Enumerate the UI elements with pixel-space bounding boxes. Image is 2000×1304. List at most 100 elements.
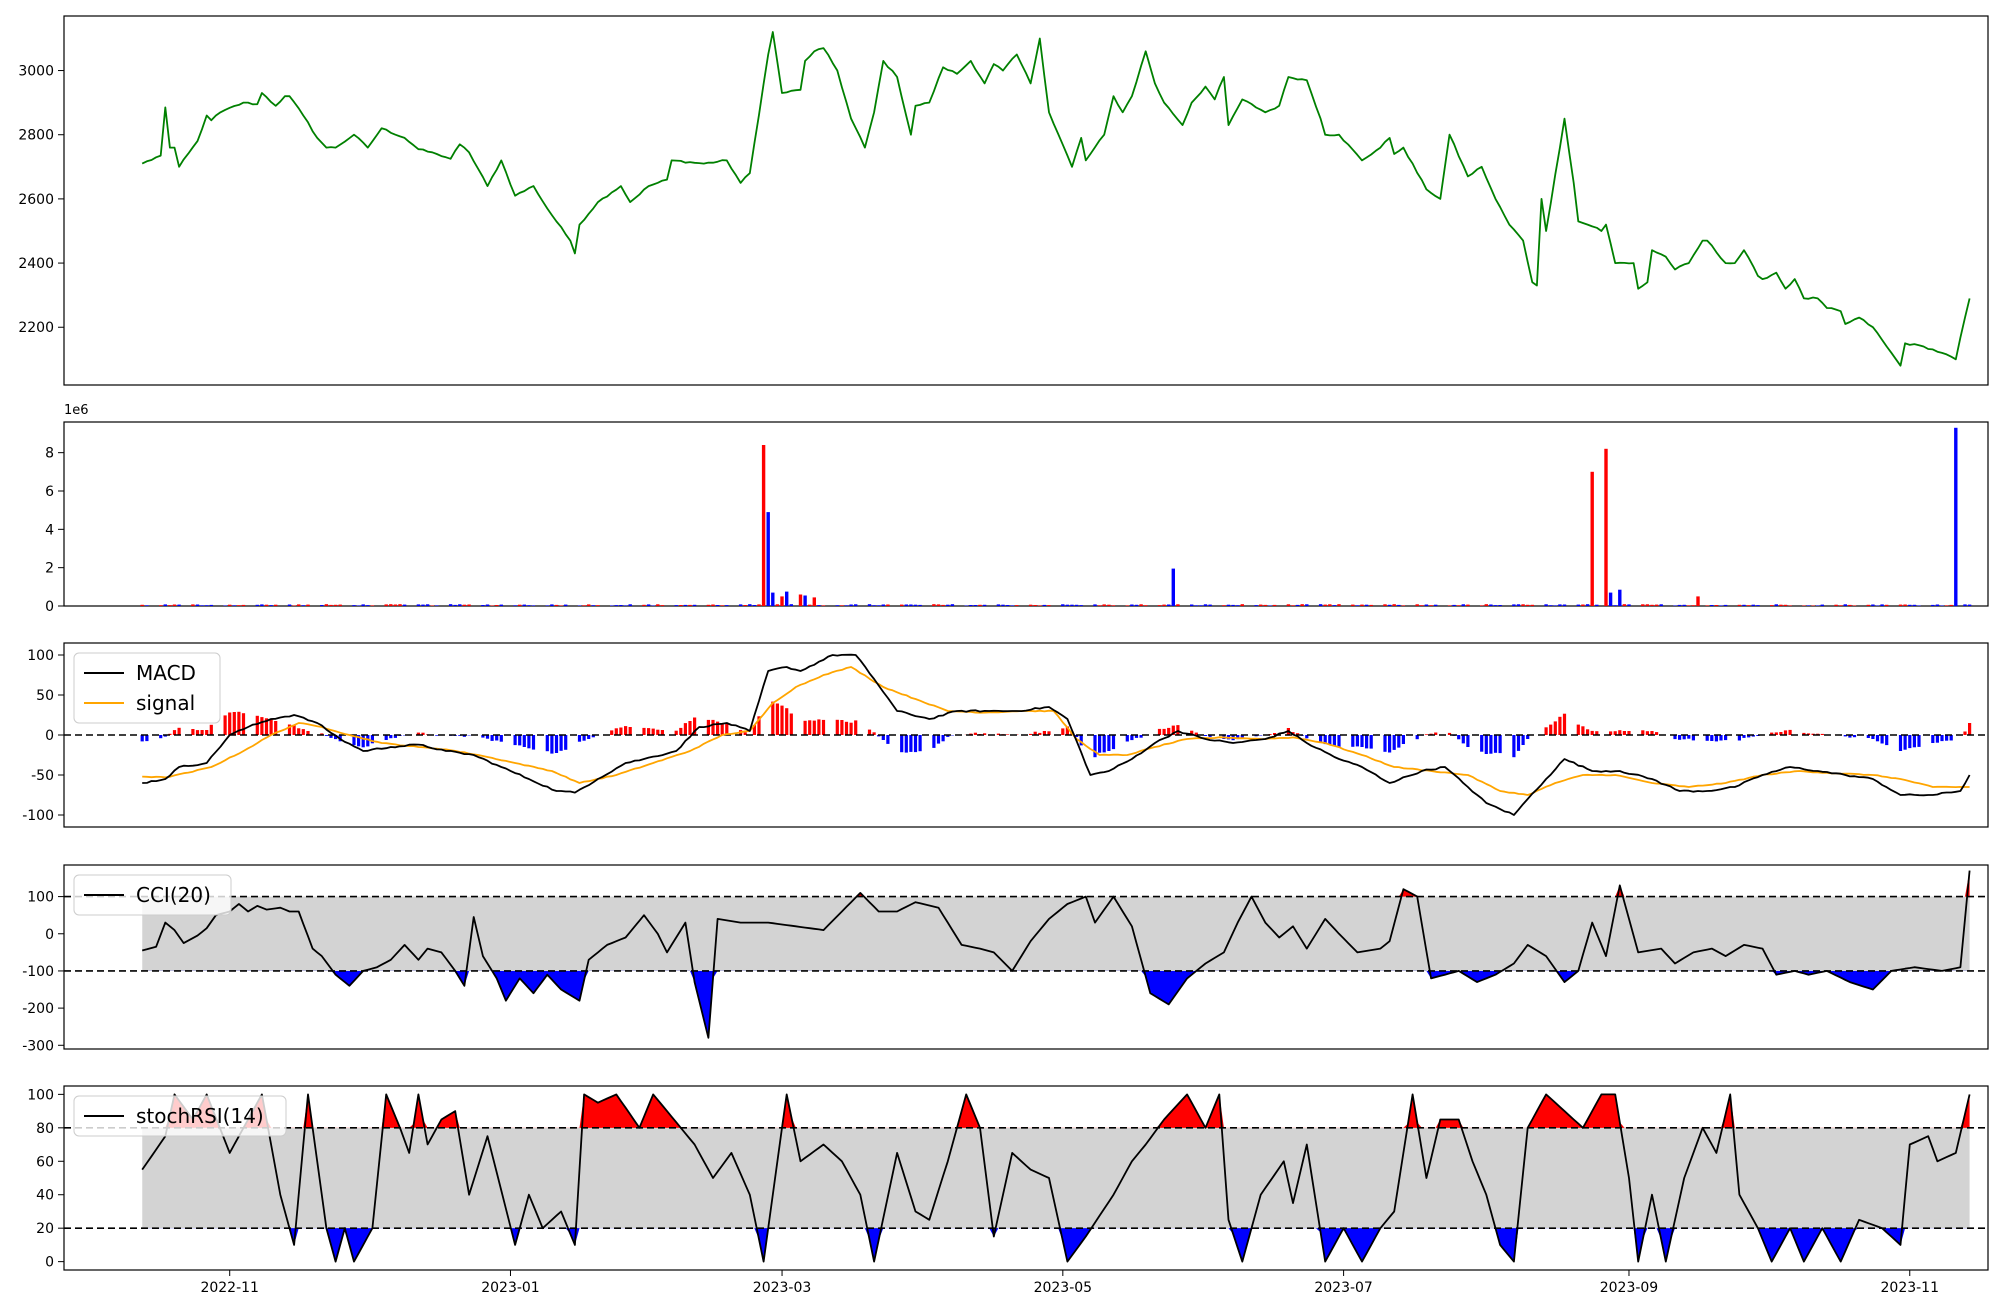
volume-bars	[141, 428, 1972, 606]
volume-bar	[1167, 605, 1170, 607]
macd-histogram-bar	[1397, 735, 1400, 748]
volume-bar	[803, 596, 806, 607]
volume-bar	[1595, 605, 1598, 606]
volume-bar	[1393, 604, 1396, 606]
volume-bar	[302, 605, 305, 606]
macd-histogram-bar	[578, 735, 581, 742]
volume-bar	[1236, 605, 1239, 606]
macd-y-tick-label: 100	[27, 648, 54, 664]
macd-histogram-bar	[1107, 735, 1110, 751]
volume-bar	[1448, 605, 1451, 606]
macd-histogram-bar	[1112, 735, 1115, 749]
x-tick-label: 2022-11	[200, 1280, 259, 1296]
volume-bar	[173, 605, 176, 607]
volume-bar	[675, 605, 678, 606]
volume-bar	[1075, 605, 1078, 606]
volume-bar	[1112, 605, 1115, 606]
macd-histogram-bar	[1963, 732, 1966, 736]
macd-histogram-bar	[1466, 735, 1469, 747]
volume-bar	[1287, 604, 1290, 606]
volume-bar	[1853, 606, 1856, 607]
macd-histogram-bar	[270, 719, 273, 735]
macd-histogram-bar	[325, 735, 328, 736]
volume-bar	[191, 604, 194, 606]
macd-histogram-bar	[647, 728, 650, 735]
macd-histogram-bar	[1655, 732, 1658, 735]
price-y-tick-label: 3000	[18, 64, 54, 80]
macd-histogram-bar	[1425, 734, 1428, 735]
volume-bar	[1844, 604, 1847, 606]
volume-bar	[1172, 569, 1175, 606]
volume-bar	[435, 605, 438, 606]
volume-bar	[624, 605, 627, 606]
macd-histogram-bar	[1522, 735, 1525, 745]
macd-histogram-bar	[145, 735, 148, 741]
stochrsi-legend-label: stochRSI(14)	[136, 1104, 264, 1128]
macd-histogram-bar	[1545, 727, 1548, 735]
macd-histogram-bar	[583, 735, 586, 741]
volume-bar	[1715, 605, 1718, 606]
macd-histogram-bar	[721, 724, 724, 735]
volume-bar	[1429, 605, 1432, 606]
volume-bar	[969, 605, 972, 606]
volume-bar	[748, 604, 751, 606]
volume-bar	[1954, 428, 1957, 606]
volume-bar	[1259, 605, 1262, 606]
volume-bar	[500, 605, 503, 606]
macd-histogram-bar	[1176, 725, 1179, 735]
macd-histogram-bar	[1499, 735, 1502, 753]
volume-bar	[205, 605, 208, 606]
macd-histogram-bar	[974, 733, 977, 735]
volume-bar	[458, 604, 461, 606]
volume-bar	[716, 605, 719, 606]
volume-bar	[1264, 605, 1267, 606]
volume-bar	[900, 605, 903, 606]
volume-bar	[564, 605, 567, 606]
volume-bar	[914, 605, 917, 606]
volume-bar	[1724, 605, 1727, 606]
macd-histogram-bar	[1333, 735, 1336, 746]
volume-bar	[882, 605, 885, 607]
volume-bar	[426, 604, 429, 606]
macd-histogram-bar	[1738, 735, 1741, 741]
volume-bar	[822, 605, 825, 606]
volume-bar	[610, 606, 613, 607]
price-y-tick-label: 2200	[18, 320, 54, 336]
macd-histogram-bar	[1480, 735, 1483, 752]
volume-bar	[647, 604, 650, 606]
volume-bar	[693, 605, 696, 606]
macd-histogram-bar	[1163, 729, 1166, 735]
macd-histogram-bar	[1706, 735, 1709, 741]
macd-histogram-bar	[868, 730, 871, 735]
macd-histogram-bar	[845, 722, 848, 735]
volume-bar	[394, 605, 397, 607]
volume-bar	[937, 604, 940, 606]
macd-histogram-bar	[1715, 735, 1718, 741]
volume-bar	[1222, 605, 1225, 606]
macd-histogram-bar	[850, 723, 853, 735]
volume-bar	[421, 605, 424, 606]
volume-bar	[1360, 605, 1363, 606]
macd-histogram-bar	[1554, 721, 1557, 735]
volume-bar	[1531, 605, 1534, 606]
volume-bar	[974, 605, 977, 606]
volume-bar	[1936, 605, 1939, 607]
volume-bar	[371, 605, 374, 606]
x-tick-label: 2023-05	[1034, 1280, 1093, 1296]
volume-bar	[684, 605, 687, 606]
volume-bar	[1839, 605, 1842, 606]
volume-bar	[1687, 605, 1690, 606]
macd-histogram-bar	[813, 721, 816, 735]
cci-y-tick-label: -100	[22, 964, 54, 980]
volume-bar	[168, 605, 171, 606]
volume-bar	[274, 605, 277, 606]
macd-histogram-bar	[435, 735, 438, 736]
macd-histogram-bar	[500, 735, 503, 742]
volume-bar	[1614, 605, 1617, 606]
volume-bar	[1107, 605, 1110, 606]
volume-bar	[159, 605, 162, 606]
volume-y-tick-label: 6	[45, 484, 54, 500]
